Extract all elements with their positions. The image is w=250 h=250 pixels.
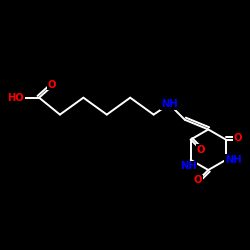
Text: NH: NH bbox=[180, 162, 196, 172]
Text: O: O bbox=[194, 176, 202, 186]
Text: O: O bbox=[197, 145, 205, 155]
Text: O: O bbox=[233, 133, 242, 143]
Text: HO: HO bbox=[7, 93, 24, 103]
Text: NH: NH bbox=[225, 155, 242, 165]
Text: NH: NH bbox=[161, 99, 178, 109]
Text: O: O bbox=[48, 80, 56, 90]
